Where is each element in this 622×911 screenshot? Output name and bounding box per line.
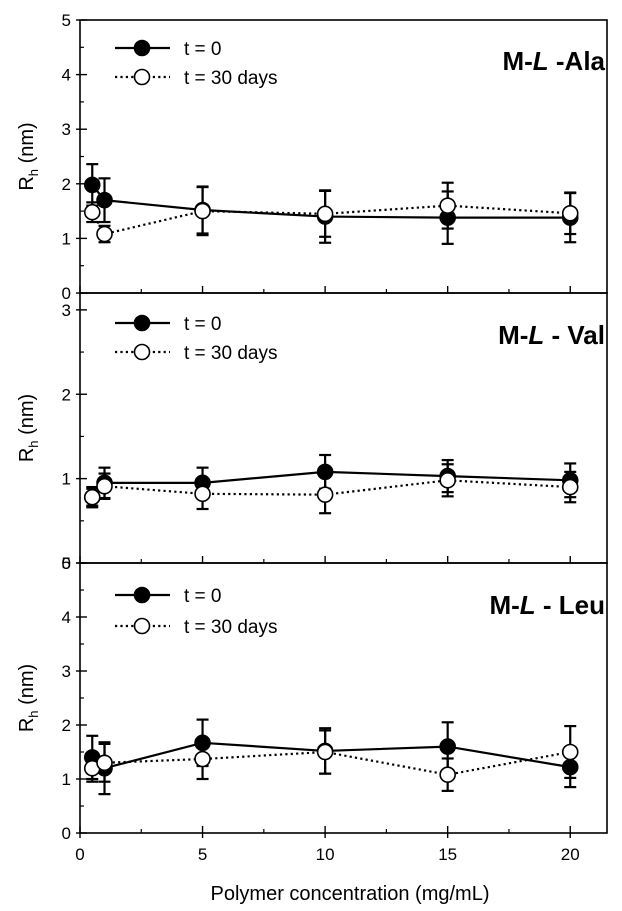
data-point-open <box>439 766 456 783</box>
data-point-open <box>194 750 211 768</box>
data-point-open <box>194 485 211 503</box>
data-point-filled <box>83 176 101 194</box>
legend-label-1: t = 0 <box>184 586 222 607</box>
data-point-open <box>316 743 334 761</box>
y-axis-title-subscript: h <box>26 440 41 447</box>
legend-marker-2 <box>133 68 151 86</box>
x-axis-title: Polymer concentration (mg/mL) <box>211 883 490 905</box>
panel-title-part: L <box>528 320 544 350</box>
x-tick-label: 10 <box>316 845 335 864</box>
data-point-open <box>439 197 456 214</box>
data-point-filled <box>316 463 334 481</box>
y-tick-label: 1 <box>62 770 71 789</box>
y-tick-label: 3 <box>62 301 71 320</box>
data-point-open <box>439 472 456 489</box>
panel-title-part: - Leu <box>536 590 605 620</box>
y-tick-label: 0 <box>62 824 71 843</box>
y-tick-label: 2 <box>62 716 71 735</box>
x-tick-label: 15 <box>438 845 457 864</box>
data-point-filled <box>561 758 579 776</box>
panel-title-part: M- <box>498 320 528 350</box>
legend-marker-1 <box>133 314 151 332</box>
y-tick-label: 3 <box>62 120 71 139</box>
x-tick-label: 0 <box>75 845 84 864</box>
legend-marker-2 <box>133 617 151 635</box>
panel-title-part: -Ala <box>549 46 606 76</box>
data-point-open <box>316 205 334 223</box>
legend-marker-2 <box>133 343 151 361</box>
y-axis-title-symbol: R <box>16 718 38 732</box>
panel-title: M-L -Ala <box>502 46 605 76</box>
data-point-open <box>316 486 334 503</box>
y-axis-title-unit: (nm) <box>16 122 38 169</box>
legend-label-2: t = 30 days <box>184 343 277 364</box>
chart-panel-2: 0 1 2 3 Rh (nm) t = 0 t = 30 days M-L - Val <box>16 292 608 573</box>
y-axis-title-subscript: h <box>26 710 41 717</box>
legend-label-1: t = 0 <box>184 314 222 335</box>
legend-marker-1 <box>133 39 151 57</box>
y-axis-title-symbol: R <box>16 176 38 190</box>
y-tick-label: 0 <box>62 554 71 573</box>
chart-panel-1: 0 1 2 3 4 5 Rh (nm) t = 0 t = 30 days M-L -Ala <box>16 11 608 303</box>
y-axis-title-unit: (nm) <box>16 664 38 711</box>
panel-title: M-L - Leu <box>489 590 605 620</box>
data-point-open <box>83 488 101 506</box>
y-tick-label: 1 <box>62 229 71 248</box>
legend-marker-1 <box>133 586 151 604</box>
y-axis-title-subscript: h <box>26 169 41 176</box>
y-tick-label: 2 <box>62 175 71 194</box>
legend-label-1: t = 0 <box>184 39 222 60</box>
legend-label-2: t = 30 days <box>184 68 277 89</box>
y-tick-label: 0 <box>62 284 71 303</box>
y-axis-title-symbol: R <box>16 448 38 462</box>
x-tick-label: 20 <box>561 845 580 864</box>
y-tick-label: 5 <box>62 554 71 573</box>
y-axis-title: Rh (nm) <box>16 122 41 190</box>
data-point-open <box>96 477 113 495</box>
data-point-open <box>561 743 579 761</box>
panel-title-part: - Val <box>544 320 605 350</box>
legend-label-2: t = 30 days <box>184 617 277 638</box>
x-tick-label: 5 <box>198 845 207 864</box>
data-point-filled <box>96 191 113 209</box>
y-tick-label: 1 <box>62 470 71 489</box>
data-point-open <box>96 754 113 772</box>
panel-title-part: L <box>533 46 549 76</box>
data-point-open <box>561 478 579 496</box>
y-tick-label: 3 <box>62 662 71 681</box>
y-tick-label: 5 <box>62 11 71 30</box>
y-tick-label: 4 <box>62 66 71 85</box>
y-axis-title: Rh (nm) <box>16 664 41 732</box>
panel-title-part: L <box>520 590 536 620</box>
y-axis-title-unit: (nm) <box>16 394 38 441</box>
data-point-open <box>561 204 579 222</box>
panel-title-part: M- <box>489 590 519 620</box>
panel-title: M-L - Val <box>498 320 605 350</box>
data-point-filled <box>439 738 456 755</box>
y-tick-label: 2 <box>62 385 71 404</box>
panel-title-part: M- <box>502 46 532 76</box>
data-point-open <box>194 202 211 220</box>
data-point-open <box>96 225 113 243</box>
data-point-filled <box>194 734 211 752</box>
data-point-open <box>83 203 101 221</box>
y-axis-title: Rh (nm) <box>16 394 41 462</box>
y-tick-label: 4 <box>62 608 71 627</box>
